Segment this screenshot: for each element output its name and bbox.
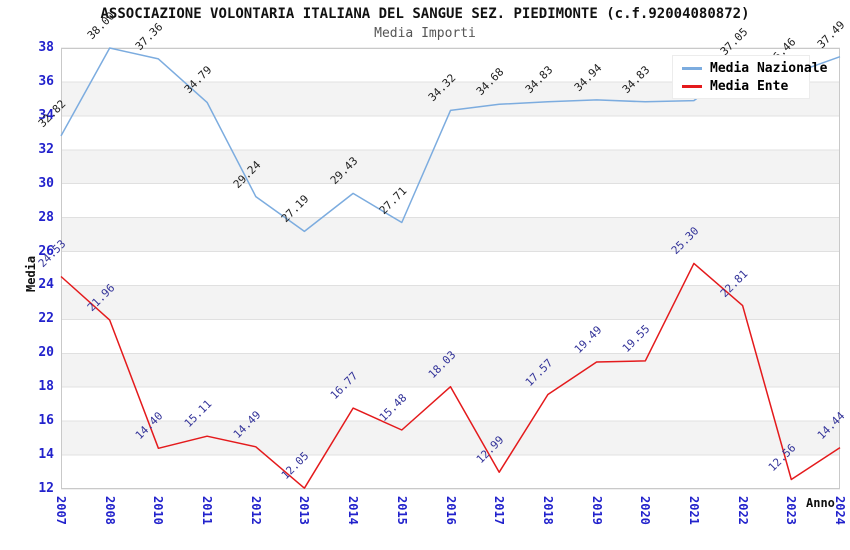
x-tick-label: 2023 bbox=[784, 496, 799, 525]
x-tick-label: 2020 bbox=[638, 496, 653, 525]
x-axis-title: Anno bbox=[806, 496, 835, 510]
y-tick-label: 38 bbox=[38, 40, 54, 55]
chart-subtitle: Media Importi bbox=[374, 26, 476, 41]
legend-line-swatch bbox=[682, 66, 702, 70]
plot-border bbox=[61, 48, 840, 489]
legend-item-media-nazionale[interactable]: Media Nazionale bbox=[682, 61, 827, 76]
legend-box: Media Nazionale Media Ente bbox=[672, 55, 827, 99]
grid-band bbox=[61, 285, 840, 320]
x-tick-label: 2012 bbox=[248, 496, 263, 525]
y-tick-label: 32 bbox=[38, 141, 54, 157]
chart-canvas bbox=[60, 47, 841, 490]
y-tick-label: 28 bbox=[38, 209, 54, 225]
y-tick-label: 26 bbox=[38, 243, 54, 259]
x-tick-label: 2017 bbox=[492, 496, 507, 525]
chart-title: ASSOCIAZIONE VOLONTARIA ITALIANA DEL SAN… bbox=[100, 6, 750, 22]
plot-area bbox=[60, 47, 841, 490]
x-tick-label: 2024 bbox=[833, 496, 847, 525]
x-tick-label: 2014 bbox=[346, 496, 361, 525]
series-line-ente bbox=[60, 262, 841, 489]
grid-band bbox=[61, 353, 840, 388]
legend-line-swatch bbox=[682, 84, 702, 88]
x-tick-label: 2010 bbox=[151, 496, 166, 525]
grid-band bbox=[61, 217, 840, 252]
x-tick-label: 2018 bbox=[540, 496, 555, 525]
y-tick-label: 14 bbox=[38, 447, 54, 463]
legend-label: Media Ente bbox=[710, 78, 789, 94]
y-tick-label: 30 bbox=[38, 175, 54, 191]
x-tick-label: 2015 bbox=[394, 496, 409, 525]
y-tick-label: 36 bbox=[38, 73, 54, 89]
legend-item-media-ente[interactable]: Media Ente bbox=[682, 79, 800, 94]
y-tick-label: 18 bbox=[38, 379, 54, 395]
x-tick-label: 2008 bbox=[102, 496, 117, 525]
x-tick-label: 2022 bbox=[735, 496, 750, 525]
y-tick-label: 24 bbox=[38, 277, 54, 293]
y-tick-label: 16 bbox=[38, 413, 54, 429]
y-tick-label: 22 bbox=[38, 311, 54, 327]
x-tick-label: 2021 bbox=[686, 496, 701, 525]
legend-label: Media Nazionale bbox=[710, 60, 828, 76]
y-tick-label: 20 bbox=[38, 345, 54, 361]
x-tick-label: 2011 bbox=[200, 496, 215, 525]
grid-band bbox=[61, 421, 840, 456]
y-tick-label: 12 bbox=[38, 481, 54, 496]
x-tick-label: 2007 bbox=[54, 496, 68, 525]
y-tick-label: 34 bbox=[38, 107, 54, 123]
grid-band bbox=[61, 149, 840, 184]
x-tick-label: 2013 bbox=[297, 496, 312, 525]
x-tick-label: 2019 bbox=[589, 496, 604, 525]
x-tick-label: 2016 bbox=[443, 496, 458, 525]
